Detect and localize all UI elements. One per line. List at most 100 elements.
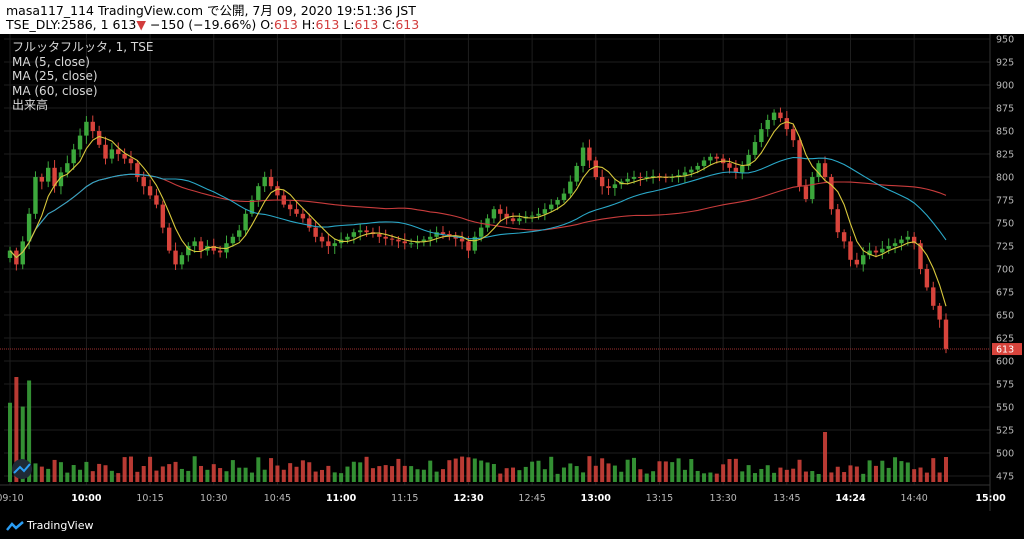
legend-volume[interactable]: 出来高 — [12, 98, 49, 112]
volume-bar — [581, 472, 586, 482]
y-tick-label: 700 — [996, 265, 1014, 276]
x-tick-label: 09:10 — [0, 493, 24, 504]
volume-bar — [71, 465, 76, 482]
volume-bar — [52, 459, 57, 482]
y-tick-label: 750 — [996, 219, 1014, 230]
volume-bar — [517, 470, 522, 482]
volume-bar — [670, 462, 675, 482]
ma5-line — [9, 121, 947, 307]
close-value: 613 — [395, 17, 420, 32]
volume-bar — [262, 469, 267, 482]
candle-body — [848, 241, 853, 260]
x-tick-label: 12:30 — [453, 493, 484, 504]
volume-bar — [854, 466, 859, 482]
candle-body — [873, 250, 879, 253]
candle-body — [46, 167, 51, 182]
volume-bar — [873, 465, 878, 482]
volume-bar — [440, 469, 445, 482]
volume-bar — [428, 460, 433, 482]
volume-bar — [765, 465, 770, 482]
candle-body — [517, 218, 522, 222]
candle-body — [829, 177, 834, 210]
volume-bar — [523, 466, 528, 482]
legend-symbol[interactable]: フルッタフルッタ, 1, TSE — [12, 40, 154, 54]
volume-bar — [644, 473, 649, 482]
candle-body — [478, 227, 484, 237]
candle-body — [249, 200, 255, 214]
x-tick-label: 10:30 — [200, 493, 227, 504]
candle-body — [854, 259, 860, 265]
high-label: H: — [301, 17, 316, 32]
close-label: C: — [382, 17, 396, 32]
brand-text: TradingView — [27, 519, 94, 532]
volume-bar — [842, 472, 847, 482]
volume-bar — [682, 469, 687, 482]
volume-bar — [931, 458, 936, 482]
candle-body — [224, 243, 229, 253]
chart-header: masa117_114 TradingView.com で公開, 7月 09, … — [0, 0, 1024, 34]
candle-body — [128, 158, 134, 164]
volume-bar — [479, 460, 484, 482]
candle-body — [243, 213, 248, 231]
volume-bar — [784, 469, 789, 482]
volume-bar — [568, 463, 573, 482]
x-tick-label: 13:30 — [709, 493, 736, 504]
candle-body — [625, 178, 630, 182]
candle-body — [746, 154, 751, 166]
candle-body — [943, 319, 949, 350]
candle-body — [740, 165, 745, 173]
legend-ma25[interactable]: MA (25, close) — [12, 69, 98, 83]
volume-bar — [8, 402, 12, 482]
candle-body — [230, 236, 236, 244]
volume-bar — [752, 473, 757, 482]
volume-bar — [243, 467, 248, 482]
tradingview-logo[interactable]: TradingView — [6, 519, 93, 532]
candle-body — [542, 209, 548, 214]
last-price-tag-label: 613 — [996, 345, 1014, 356]
candle-body — [714, 156, 719, 159]
volume-bar — [472, 458, 477, 482]
volume-bar — [78, 469, 83, 482]
volume-bar — [364, 456, 369, 482]
candle-body — [345, 236, 350, 240]
candle-body — [835, 209, 840, 233]
indicator-legend: フルッタフルッタ, 1, TSE MA (5, close) MA (25, c… — [12, 40, 153, 113]
legend-ma5[interactable]: MA (5, close) — [12, 54, 90, 69]
volume-bar — [97, 463, 102, 482]
y-tick-label: 925 — [996, 58, 1014, 69]
legend-ma60[interactable]: MA (60, close) — [12, 83, 98, 98]
candle-body — [549, 204, 554, 210]
volume-bar — [504, 468, 509, 482]
candle-body — [765, 119, 770, 130]
candle-body — [186, 246, 191, 256]
volume-bar — [549, 456, 554, 482]
volume-bar — [893, 457, 898, 482]
candle-body — [396, 239, 401, 242]
candle-body — [752, 142, 758, 155]
candle-body — [198, 241, 204, 251]
candle-body — [33, 177, 38, 214]
candle-body — [593, 160, 598, 177]
volume-bar — [676, 458, 681, 482]
candle-body — [555, 200, 560, 205]
volume-bar — [740, 471, 745, 482]
volume-bar — [421, 469, 426, 482]
candle-body — [262, 177, 267, 187]
volume-bar — [128, 456, 133, 482]
candle-body — [428, 236, 433, 240]
candle-body — [931, 287, 936, 306]
volume-bar — [651, 471, 656, 482]
candle-body — [727, 163, 732, 168]
x-tick-label: 15:00 — [975, 493, 1006, 504]
volume-bar — [937, 472, 942, 482]
footer: TradingView — [0, 511, 1024, 539]
volume-bar — [721, 464, 726, 482]
candle-body — [937, 305, 942, 320]
volume-bar — [377, 466, 382, 482]
candle-body — [358, 230, 363, 233]
candle-body — [377, 234, 382, 237]
candle-body — [708, 156, 713, 161]
price-chart[interactable]: 950 925 900 875 850 825 800 775 750 725 700 675 650 6… — [0, 34, 1024, 511]
candle-body — [39, 177, 45, 182]
x-tick-label: 13:00 — [581, 493, 612, 504]
